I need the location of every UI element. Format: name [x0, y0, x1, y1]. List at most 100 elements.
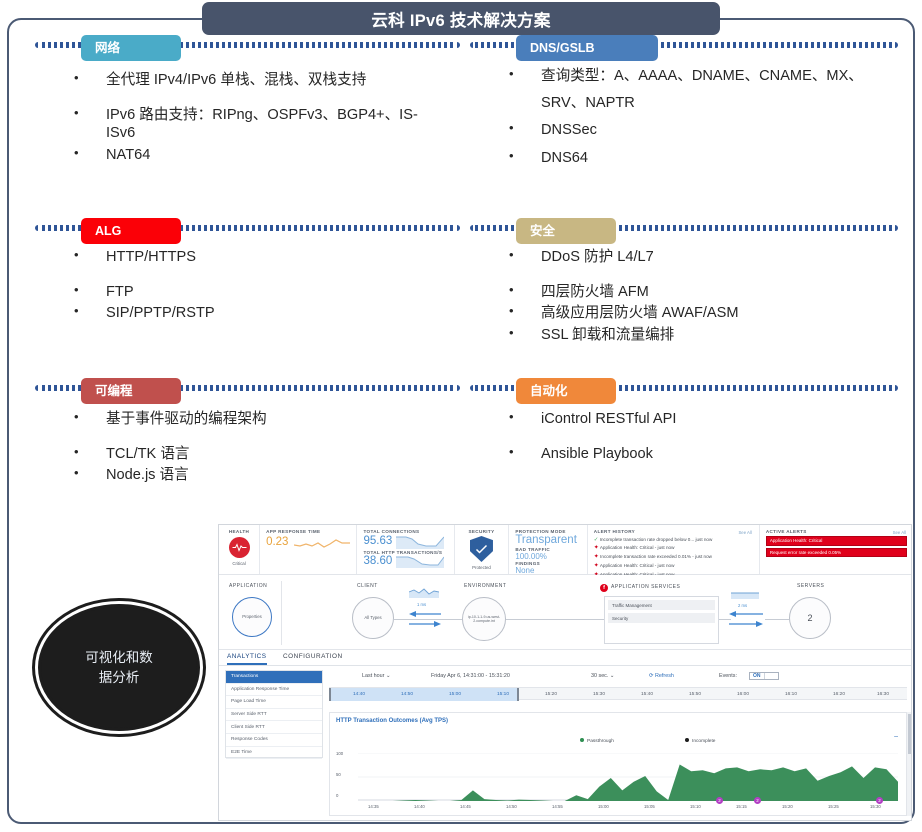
list-item: Ansible Playbook: [505, 444, 881, 463]
x-tick: 15:00: [598, 804, 609, 809]
event-marker[interactable]: 2: [876, 797, 883, 804]
feature-bullets-programmability: 基于事件驱动的编程架构 TCL/TK 语言 Node.js 语言: [70, 409, 443, 485]
feature-box-automation: 自动化 iControl RESTful API Ansible Playboo…: [470, 378, 898, 462]
timeline-tick: 16:00: [737, 691, 750, 697]
feature-box-header-network: 网络: [81, 35, 181, 61]
connections-kpi: TOTAL CONNECTIONS 95.63 TOTAL HTTP TRANS…: [357, 525, 455, 574]
topology-row: APPLICATION Properties CLIENT All Types …: [219, 575, 911, 650]
chart-scrollbar-thumb[interactable]: [908, 714, 911, 754]
active-alerts-title: ACTIVE ALERTS: [765, 529, 807, 534]
timeline-tick: 15:20: [545, 691, 558, 697]
list-item: SSL 卸载和流量编排: [505, 325, 881, 344]
list-item: DNS64: [505, 148, 881, 167]
feature-box-network: 网络 全代理 IPv4/IPv6 单栈、混栈、双栈支持 IPv6 路由支持：RI…: [35, 35, 460, 163]
legend-item-passthrough[interactable]: Passthrough: [580, 738, 614, 744]
alert-history-title: ALERT HISTORY: [593, 529, 636, 534]
protection-mode-kpi: PROTECTION MODE Transparent BAD TRAFFIC …: [509, 525, 588, 575]
service-row-security[interactable]: Security: [608, 613, 715, 623]
client-latency: 1 ms: [417, 602, 427, 607]
feature-box-alg: ALG HTTP/HTTPS FTP SIP/PPTP/RSTP: [35, 218, 460, 321]
event-marker[interactable]: 2: [754, 797, 761, 804]
protection-mode-value: Transparent: [515, 534, 577, 546]
active-alerts-see-all-link[interactable]: See All: [892, 530, 906, 535]
bad-traffic-caption: BAD TRAFFIC: [515, 547, 551, 553]
active-alerts-panel: ACTIVE ALERTS See All Application Health…: [760, 525, 911, 574]
service-row-traffic-management[interactable]: Traffic Management: [608, 600, 715, 610]
servers-caption: SERVERS: [797, 583, 825, 589]
application-services-panel[interactable]: Traffic Management Security: [604, 596, 719, 644]
metric-item-server-side-rtt[interactable]: Server Side RTT: [226, 709, 322, 722]
x-tick: 14:35: [368, 804, 379, 809]
list-item: DNSSec: [505, 120, 881, 139]
y-tick: 0: [336, 793, 339, 798]
application-services-icon: f: [600, 584, 608, 592]
timeline-scrubber[interactable]: 14:40 14:50 15:00 15:10 15:20 15:30 15:4…: [329, 687, 907, 701]
time-range-dropdown[interactable]: Last hour ⌄: [362, 673, 391, 679]
list-item: IPv6 路由支持：RIPng、OSPFv3、BGP4+、IS-ISv6: [70, 105, 443, 142]
environment-node[interactable]: ip-10-1-1-9.us-west-2.compute.int: [462, 597, 506, 641]
health-caption: HEALTH: [228, 529, 250, 534]
dashboard-screenshot: HEALTH Critical APP RESPONSE TIME 0.23 T…: [218, 524, 912, 821]
list-item: SRV、NAPTR: [541, 95, 635, 112]
metric-item-response-codes[interactable]: Response Codes: [226, 734, 322, 747]
timeline-tick: 15:30: [593, 691, 606, 697]
list-item: NAT64: [70, 145, 443, 164]
feature-box-header-dns-gslb: DNS/GSLB: [516, 35, 658, 61]
analytics-body: Transactions Application Response Time P…: [219, 666, 911, 820]
app-response-time-sparkline: [294, 539, 351, 548]
alert-history-item: ✦ Application Health: Critical - just no…: [593, 563, 675, 570]
event-marker[interactable]: 2: [716, 797, 723, 804]
chevron-down-icon: ⌄: [385, 673, 391, 679]
x-tick: 15:30: [870, 804, 881, 809]
total-connections-value: 95.63: [363, 534, 393, 547]
list-item: DDoS 防护 L4/L7: [505, 247, 881, 266]
kpi-strip: HEALTH Critical APP RESPONSE TIME 0.23 T…: [219, 525, 911, 578]
client-node[interactable]: All Types: [352, 597, 394, 639]
events-toggle[interactable]: ON: [749, 672, 779, 680]
metric-item-page-load-time[interactable]: Page Load Time: [226, 696, 322, 709]
shield-check-icon: [469, 536, 493, 562]
application-properties-node[interactable]: Properties: [232, 597, 272, 637]
timeline-tick: 15:00: [449, 691, 462, 697]
total-connections-sparkline: [396, 536, 445, 549]
events-toggle-state: ON: [750, 673, 764, 679]
events-toggle-track: [763, 673, 778, 679]
timeline-tick: 14:40: [353, 691, 366, 697]
tab-analytics[interactable]: ANALYTICS: [227, 653, 267, 665]
x-tick: 15:25: [828, 804, 839, 809]
topology-divider: [281, 581, 282, 645]
list-item: 基于事件驱动的编程架构: [70, 409, 443, 428]
servers-node[interactable]: 2: [789, 597, 831, 639]
list-item: 四层防火墙 AFM: [505, 282, 881, 301]
alert-history-see-all-link[interactable]: See All: [738, 530, 752, 535]
metric-item-e2e-time[interactable]: E2E Time: [226, 747, 322, 760]
client-sparkline: [409, 588, 439, 598]
feature-box-dns-gslb: DNS/GSLB 查询类型：A、AAAA、DNAME、CNAME、MX、 SRV…: [470, 35, 898, 166]
timeline-tick: 16:10: [785, 691, 798, 697]
feature-bullets-alg: HTTP/HTTPS FTP SIP/PPTP/RSTP: [70, 247, 443, 323]
list-item: HTTP/HTTPS: [70, 247, 443, 266]
feature-box-security: 安全 DDoS 防护 L4/L7 四层防火墙 AFM 高级应用层防火墙 AWAF…: [470, 218, 898, 343]
timeline-tick: 15:40: [641, 691, 654, 697]
refresh-button[interactable]: ⟳ Refresh: [649, 673, 674, 679]
metric-item-transactions[interactable]: Transactions: [226, 671, 322, 684]
list-item: iControl RESTful API: [505, 409, 881, 428]
chart-scrollbar[interactable]: [907, 712, 911, 816]
events-label: Events:: [719, 673, 737, 679]
metric-list: Transactions Application Response Time P…: [225, 670, 323, 760]
metric-item-client-side-rtt[interactable]: Client Side RTT: [226, 721, 322, 734]
feature-box-programmability: 可编程 基于事件驱动的编程架构 TCL/TK 语言 Node.js 语言: [35, 378, 460, 483]
legend-item-incomplete[interactable]: Incomplete: [685, 738, 715, 744]
refresh-icon: ⟳: [649, 673, 654, 679]
metric-item-application-response-time[interactable]: Application Response Time: [226, 684, 322, 697]
viz-label-line2: 据分析: [98, 669, 140, 685]
timeline-selection[interactable]: [329, 688, 519, 701]
collapse-icon[interactable]: –: [894, 733, 898, 740]
findings-caption: FINDINGS: [515, 561, 541, 567]
interval-dropdown[interactable]: 30 sec. ⌄: [591, 673, 615, 679]
connector-environment-services: [506, 619, 604, 620]
health-dial-icon: [228, 537, 250, 558]
tab-configuration[interactable]: CONFIGURATION: [283, 653, 343, 660]
time-controls: Last hour ⌄ Friday Apr 6, 14:31:00 - 15:…: [329, 671, 907, 685]
http-transactions-value: 38.60: [363, 555, 393, 567]
